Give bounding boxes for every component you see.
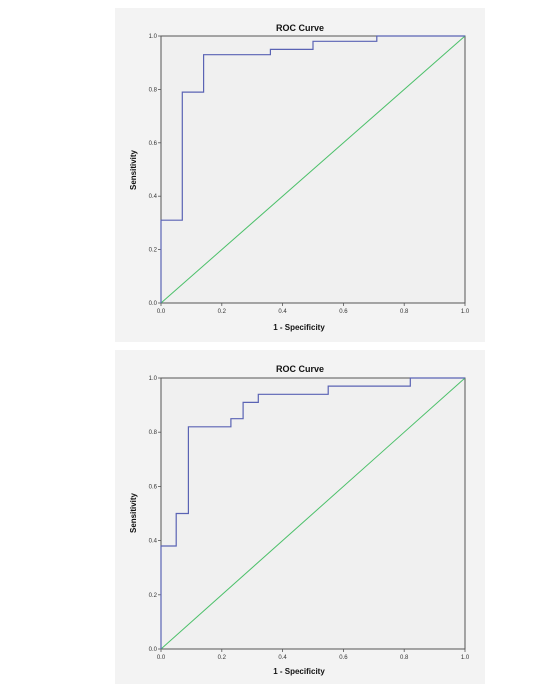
roc-chart-1: ROC Curve 1 - Specificity Sensitivity 0.…	[115, 8, 485, 342]
x-tick-label: 0.8	[400, 655, 409, 661]
roc-curve-line	[160, 377, 465, 649]
y-tick-label: 0.2	[149, 593, 158, 599]
y-axis-label: Sensitivity	[129, 492, 138, 533]
x-tick-label: 0.8	[400, 309, 409, 315]
x-tick-label: 0.0	[157, 309, 166, 315]
chart-title: ROC Curve	[276, 23, 324, 33]
x-tick-label: 0.6	[339, 309, 348, 315]
x-tick-label: 1.0	[461, 655, 470, 661]
y-tick-label: 0.2	[149, 248, 158, 254]
x-tick-label: 0.4	[278, 655, 287, 661]
x-tick-label: 0.2	[218, 309, 227, 315]
y-tick-label: 0.8	[149, 87, 158, 93]
reference-line	[160, 377, 466, 650]
roc-chart-2: ROC Curve 1 - Specificity Sensitivity 0.…	[115, 350, 485, 684]
y-tick-label: 1.0	[149, 34, 158, 40]
x-tick-label: 1.0	[461, 309, 470, 315]
reference-line	[160, 35, 466, 304]
y-tick-label: 0.6	[149, 141, 158, 147]
roc-chart-2-svg: ROC Curve 1 - Specificity Sensitivity 0.…	[129, 364, 470, 676]
y-tick-label: 0.0	[149, 647, 158, 653]
y-tick-label: 1.0	[149, 376, 158, 382]
x-tick-label: 0.2	[218, 655, 227, 661]
x-tick-label: 0.6	[339, 655, 348, 661]
x-tick-label: 0.0	[157, 655, 166, 661]
roc-curve-line	[160, 35, 465, 303]
y-tick-label: 0.0	[149, 301, 158, 307]
x-axis-label: 1 - Specificity	[273, 323, 325, 332]
y-axis-label: Sensitivity	[129, 149, 138, 190]
y-tick-label: 0.4	[149, 194, 158, 200]
chart-title: ROC Curve	[276, 364, 324, 374]
x-tick-label: 0.4	[278, 309, 287, 315]
y-tick-label: 0.6	[149, 484, 158, 490]
y-tick-label: 0.8	[149, 430, 158, 436]
x-axis-label: 1 - Specificity	[273, 667, 325, 676]
roc-chart-1-svg: ROC Curve 1 - Specificity Sensitivity 0.…	[129, 23, 470, 332]
y-tick-label: 0.4	[149, 539, 158, 545]
